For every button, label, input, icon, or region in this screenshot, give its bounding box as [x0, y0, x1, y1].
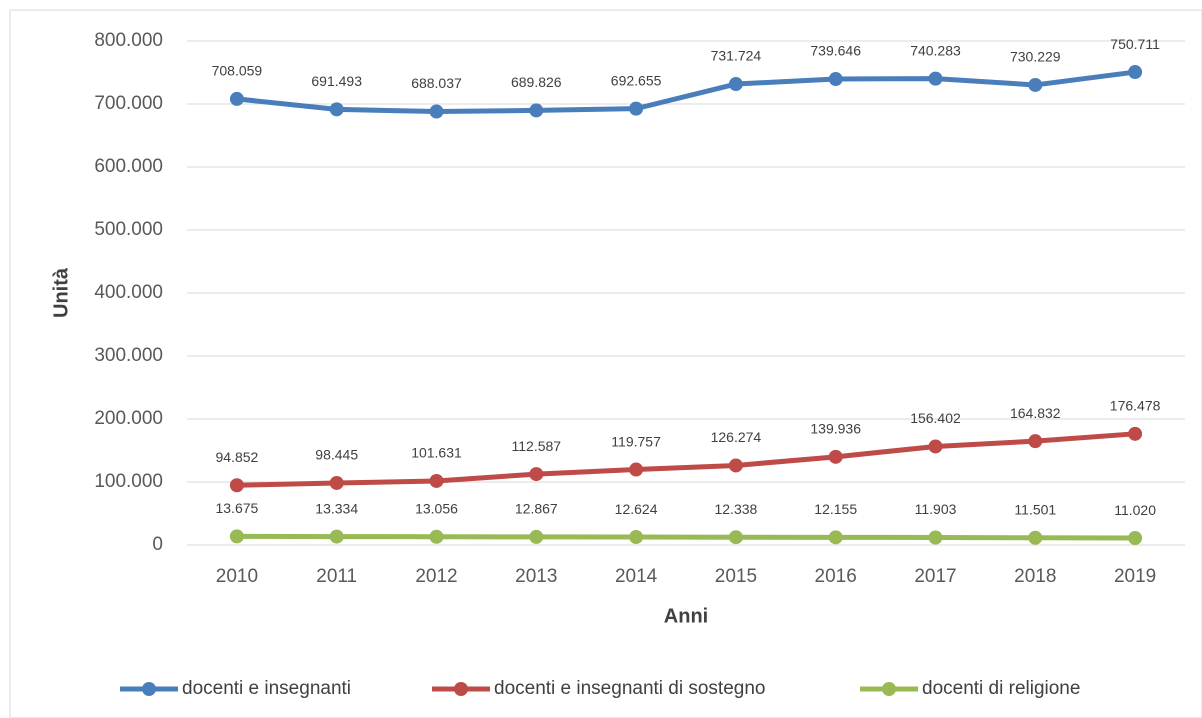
x-tick-label: 2011: [316, 566, 357, 587]
data-label: 156.402: [910, 410, 961, 426]
data-point: [529, 467, 544, 482]
data-point: [928, 530, 943, 545]
y-tick-label: 100.000: [94, 471, 163, 492]
legend-marker: [454, 682, 468, 696]
legend-label: docenti e insegnanti: [182, 678, 351, 699]
data-label: 13.056: [415, 500, 458, 516]
x-tick-label: 2014: [615, 566, 658, 587]
data-point: [1128, 65, 1143, 80]
data-point: [629, 530, 644, 545]
series-line: [236, 431, 1136, 488]
data-point: [728, 77, 743, 92]
data-label: 101.631: [411, 445, 462, 461]
data-point: [928, 71, 943, 86]
data-label: 12.867: [515, 501, 558, 517]
data-point: [1028, 434, 1043, 449]
data-point: [828, 530, 843, 545]
data-label: 139.936: [810, 421, 861, 437]
y-tick-label: 400.000: [94, 282, 163, 303]
legend-label: docenti e insegnanti di sostegno: [494, 678, 765, 699]
data-point: [928, 439, 943, 454]
data-label: 731.724: [711, 48, 762, 64]
data-label: 12.155: [814, 501, 857, 517]
data-point: [629, 462, 644, 477]
x-tick-label: 2013: [515, 566, 557, 587]
x-tick-label: 2016: [815, 566, 857, 587]
x-axis-title: Anni: [664, 605, 708, 627]
data-label: 112.587: [512, 438, 562, 454]
series-line: [236, 69, 1136, 115]
y-tick-label: 800.000: [94, 30, 163, 51]
data-label: 11.903: [915, 501, 957, 517]
data-point: [828, 449, 843, 464]
data-label: 94.852: [215, 449, 258, 465]
data-point: [728, 458, 743, 473]
data-label: 730.229: [1010, 49, 1061, 65]
data-label: 11.020: [1114, 502, 1156, 518]
data-point: [529, 529, 544, 544]
data-point: [429, 104, 444, 119]
data-point: [429, 529, 444, 544]
data-point: [1028, 77, 1043, 92]
x-tick-label: 2012: [415, 566, 457, 587]
y-tick-label: 600.000: [94, 156, 163, 177]
data-label: 176.478: [1110, 398, 1161, 414]
data-point: [229, 529, 244, 544]
data-point: [728, 530, 743, 545]
data-label: 126.274: [711, 429, 762, 445]
data-point: [429, 473, 444, 488]
data-point: [329, 102, 344, 117]
data-label: 98.445: [315, 447, 358, 463]
data-label: 691.493: [311, 73, 362, 89]
data-point: [329, 475, 344, 490]
data-point: [1128, 531, 1143, 546]
data-label: 164.832: [1010, 405, 1061, 421]
data-point: [229, 91, 244, 106]
y-tick-label: 300.000: [94, 345, 163, 366]
data-label: 692.655: [611, 72, 662, 88]
y-tick-label: 700.000: [94, 93, 163, 114]
data-label: 119.757: [611, 433, 661, 449]
y-tick-label: 0: [152, 534, 163, 555]
x-tick-label: 2010: [216, 566, 258, 587]
data-point: [629, 101, 644, 116]
legend-marker: [882, 682, 896, 696]
data-label: 708.059: [212, 63, 263, 79]
y-tick-label: 500.000: [94, 219, 163, 240]
x-tick-label: 2018: [1014, 566, 1056, 587]
chart-border: [9, 9, 1202, 718]
data-label: 750.711: [1110, 36, 1160, 52]
data-point: [529, 103, 544, 118]
data-point: [229, 478, 244, 493]
data-label: 12.338: [714, 501, 757, 517]
data-label: 689.826: [511, 74, 562, 90]
data-point: [1128, 426, 1143, 441]
data-label: 740.283: [910, 42, 961, 58]
legend-label: docenti di religione: [922, 678, 1080, 699]
data-point: [1028, 530, 1043, 545]
data-label: 11.501: [1014, 501, 1056, 517]
x-tick-label: 2017: [914, 566, 956, 587]
data-label: 13.334: [315, 500, 358, 516]
x-tick-label: 2019: [1114, 566, 1156, 587]
data-point: [828, 72, 843, 87]
y-axis-title: Unità: [50, 267, 72, 318]
legend-marker: [142, 682, 156, 696]
y-tick-label: 200.000: [94, 408, 163, 429]
data-label: 13.675: [215, 500, 258, 516]
data-point: [329, 529, 344, 544]
data-label: 12.624: [615, 501, 658, 517]
x-tick-label: 2015: [715, 566, 757, 587]
series-line: [236, 533, 1136, 541]
data-label: 739.646: [810, 43, 861, 59]
data-label: 688.037: [411, 75, 462, 91]
